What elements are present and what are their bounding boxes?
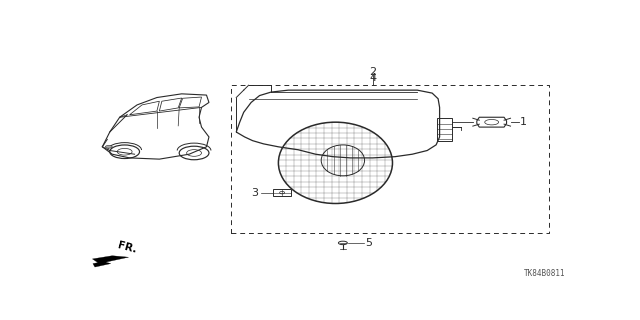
Text: FR.: FR. [116,240,138,255]
Text: 3: 3 [252,188,259,198]
Ellipse shape [106,146,112,148]
Polygon shape [92,256,129,267]
Text: 4: 4 [369,73,376,83]
Text: TK84B0811: TK84B0811 [524,269,565,278]
Bar [273,189,291,196]
Bar [437,118,452,141]
Text: 2: 2 [369,67,376,77]
Text: 1: 1 [520,117,527,127]
Text: 5: 5 [365,238,372,248]
